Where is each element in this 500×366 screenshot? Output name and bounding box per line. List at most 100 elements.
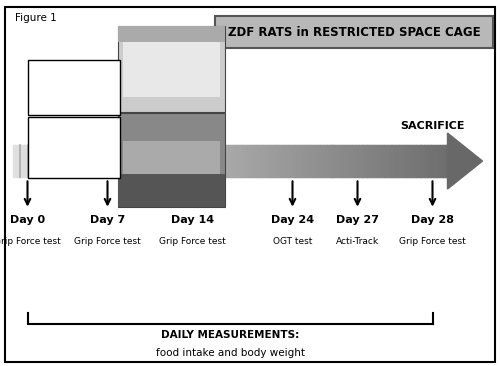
Bar xyxy=(149,145,152,176)
Bar xyxy=(242,145,246,176)
Text: Group
ZDF-Cage: Group ZDF-Cage xyxy=(35,137,83,158)
Bar xyxy=(412,145,416,176)
Bar xyxy=(36,145,40,176)
Bar xyxy=(128,145,132,176)
Bar xyxy=(253,145,257,176)
Bar xyxy=(369,145,373,176)
Bar xyxy=(175,145,179,176)
Bar xyxy=(349,145,353,176)
Bar xyxy=(270,145,274,176)
Bar xyxy=(354,145,358,176)
Bar xyxy=(82,145,86,176)
Bar xyxy=(416,145,420,176)
Bar xyxy=(50,145,54,176)
Bar xyxy=(140,145,144,176)
Bar xyxy=(366,145,370,176)
Bar xyxy=(378,145,382,176)
Bar xyxy=(384,145,388,176)
Text: Day 7: Day 7 xyxy=(90,215,125,225)
Text: OGT test: OGT test xyxy=(273,237,312,246)
Bar xyxy=(306,145,310,176)
Bar xyxy=(102,145,106,176)
Bar xyxy=(96,145,100,176)
Bar xyxy=(216,145,220,176)
Bar xyxy=(352,145,356,176)
Bar xyxy=(392,145,396,176)
Bar xyxy=(250,145,254,176)
Text: Day 27: Day 27 xyxy=(336,215,379,225)
Bar xyxy=(91,145,94,176)
Bar xyxy=(288,145,292,176)
Bar xyxy=(259,145,263,176)
Bar xyxy=(207,145,210,176)
Text: Day 14: Day 14 xyxy=(171,215,214,225)
Bar xyxy=(62,145,66,176)
Text: ZDF RATS in RESTRICTED SPACE CAGE: ZDF RATS in RESTRICTED SPACE CAGE xyxy=(228,26,480,39)
Bar xyxy=(204,145,208,176)
Bar xyxy=(180,145,184,176)
Bar xyxy=(184,145,188,176)
Bar xyxy=(274,145,278,176)
Bar xyxy=(114,145,118,176)
Text: Day 28: Day 28 xyxy=(411,215,454,225)
Text: Group
ZDF-Con: Group ZDF-Con xyxy=(35,77,77,99)
Bar xyxy=(126,145,130,176)
Bar xyxy=(227,145,231,176)
Bar xyxy=(280,145,283,176)
FancyBboxPatch shape xyxy=(28,117,120,178)
Bar xyxy=(294,145,298,176)
Bar xyxy=(164,145,167,176)
Bar xyxy=(372,145,376,176)
Bar xyxy=(262,145,266,176)
Text: Figure 1: Figure 1 xyxy=(15,13,57,23)
Bar xyxy=(154,145,158,176)
Bar xyxy=(433,145,437,176)
Bar xyxy=(160,145,164,176)
Bar xyxy=(152,145,156,176)
Bar xyxy=(320,145,324,176)
Bar xyxy=(291,145,295,176)
Bar xyxy=(118,26,225,112)
Bar xyxy=(396,145,399,176)
Bar xyxy=(410,145,414,176)
Bar xyxy=(16,145,20,176)
Bar xyxy=(137,145,141,176)
Bar xyxy=(442,145,446,176)
Bar xyxy=(343,145,347,176)
Bar xyxy=(21,145,25,176)
Bar xyxy=(346,145,350,176)
Text: Day 24: Day 24 xyxy=(271,215,314,225)
Bar xyxy=(427,145,431,176)
Bar xyxy=(134,145,138,176)
Bar xyxy=(238,145,242,176)
Bar xyxy=(122,33,220,97)
Bar xyxy=(33,145,36,176)
Bar xyxy=(118,113,225,207)
Bar xyxy=(44,145,48,176)
Bar xyxy=(195,145,199,176)
Bar xyxy=(198,145,202,176)
Bar xyxy=(94,145,98,176)
Bar xyxy=(30,145,34,176)
Bar xyxy=(108,145,112,176)
Text: Grip Force test: Grip Force test xyxy=(159,237,226,246)
Bar xyxy=(326,145,330,176)
Bar xyxy=(38,145,42,176)
Text: Day 0: Day 0 xyxy=(10,215,45,225)
Bar xyxy=(117,145,121,176)
Bar xyxy=(328,145,332,176)
Bar xyxy=(308,145,312,176)
Bar xyxy=(18,145,22,176)
Bar xyxy=(248,145,252,176)
Bar xyxy=(42,145,46,176)
Bar xyxy=(118,26,225,42)
Bar xyxy=(68,145,71,176)
Bar xyxy=(244,145,248,176)
Bar xyxy=(106,145,109,176)
Bar xyxy=(212,145,216,176)
Bar xyxy=(323,145,326,176)
Bar xyxy=(169,145,173,176)
Bar xyxy=(64,145,68,176)
Bar xyxy=(256,145,260,176)
Bar xyxy=(364,145,368,176)
